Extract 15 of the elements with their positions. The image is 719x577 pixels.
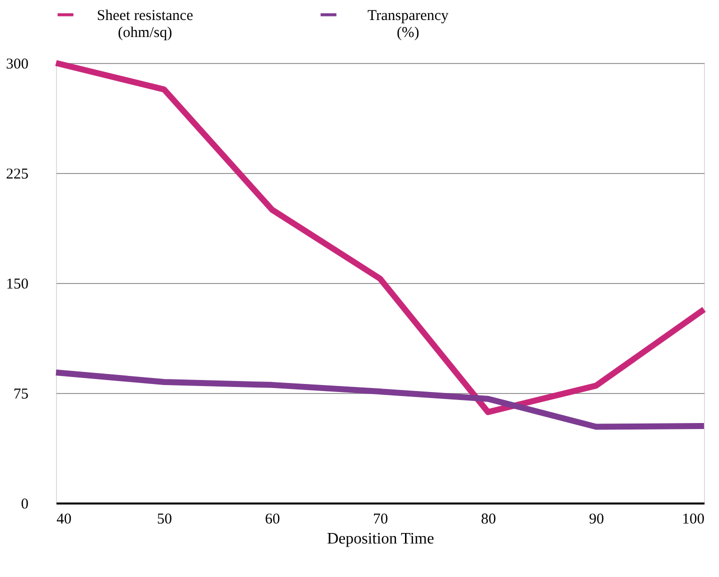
x-tick-label: 40 <box>56 512 72 528</box>
x-tick-label: 90 <box>589 512 604 528</box>
x-tick-label: 60 <box>265 512 280 528</box>
x-tick-label: 50 <box>157 512 172 528</box>
y-tick-label: 150 <box>6 276 28 292</box>
x-tick-label: 80 <box>481 512 496 528</box>
x-tick-label: 70 <box>373 512 388 528</box>
legend-label: Sheet resistance (ohm/sq) <box>96 8 194 41</box>
x-tick-label: 100 <box>682 512 704 528</box>
legend-label: Transparency (%) <box>367 8 450 41</box>
y-tick-label: 300 <box>6 56 28 72</box>
y-tick-label: 225 <box>6 166 28 182</box>
x-axis-title: Deposition Time <box>326 530 434 548</box>
y-tick-label: 75 <box>14 386 28 402</box>
y-tick-label: 0 <box>21 496 28 512</box>
